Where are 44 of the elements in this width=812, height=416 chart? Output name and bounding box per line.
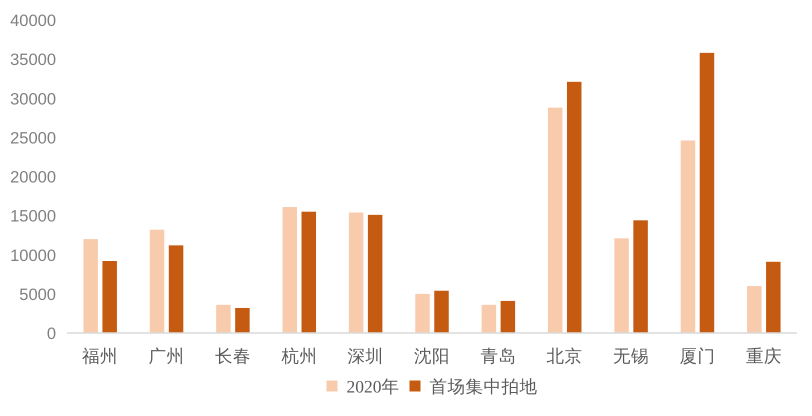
x-tick-label: 杭州 [280,346,318,366]
y-tick-label: 40000 [10,12,56,30]
bar [482,304,496,333]
bar [235,308,250,333]
y-tick-label: 10000 [10,246,56,265]
bar [680,140,696,333]
bar [216,304,231,333]
y-tick-label: 0 [46,325,56,343]
bar [282,207,298,333]
bar [548,108,562,333]
bar [348,212,364,333]
y-tick-label: 5000 [19,286,56,304]
legend-label: 首场集中拍地 [430,376,538,396]
bar [415,294,430,333]
bar [766,262,781,333]
bar [747,286,762,333]
x-tick-label: 厦门 [679,346,716,366]
x-tick-label: 无锡 [613,346,650,366]
legend-label: 2020年 [346,376,400,396]
x-tick-label: 重庆 [746,346,782,366]
bar [168,245,184,333]
x-tick-label: 沈阳 [414,346,450,366]
bar [614,238,629,333]
bar [302,212,316,333]
bar [83,239,98,333]
y-tick-label: 20000 [10,168,56,186]
x-tick-label: 长春 [214,346,251,366]
y-tick-label: 15000 [10,208,56,226]
y-tick-label: 35000 [10,51,56,70]
bar [434,290,449,333]
y-tick-label: 30000 [10,90,56,108]
bar [368,214,382,333]
bar [633,220,648,333]
x-tick-label: 福州 [82,346,118,366]
y-tick-label: 25000 [10,129,56,148]
x-tick-label: 广州 [148,346,185,366]
x-tick-label: 青岛 [480,346,516,366]
bar [500,300,516,333]
bar [700,52,714,333]
bar [102,261,117,333]
bar [566,82,582,333]
bar [150,230,164,333]
x-tick-label: 北京 [546,346,583,366]
x-tick-label: 深圳 [348,346,384,366]
